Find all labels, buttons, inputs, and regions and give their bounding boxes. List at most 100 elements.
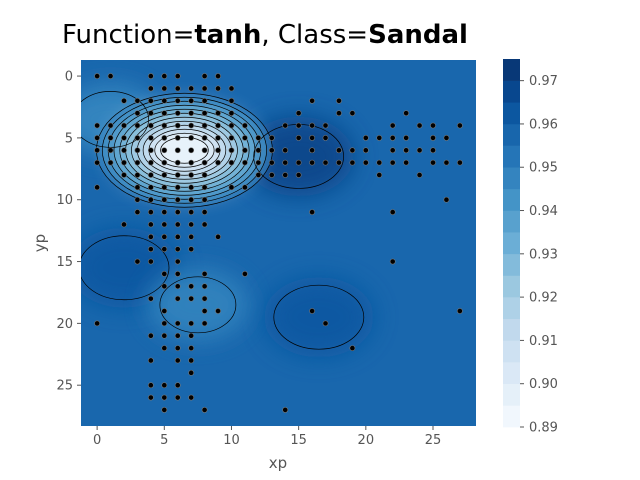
colorbar-band: [503, 318, 520, 341]
scatter-point: [201, 110, 208, 117]
field-region: [147, 269, 248, 340]
scatter-point: [242, 122, 248, 129]
colorbar-band: [503, 123, 520, 146]
scatter-point: [242, 147, 248, 154]
scatter-point: [242, 271, 248, 277]
scatter-point: [309, 97, 315, 104]
scatter-point: [456, 159, 463, 166]
scatter-point: [107, 122, 114, 129]
scatter-point: [161, 308, 168, 314]
x-axis-label: xp: [269, 454, 287, 472]
scatter-point: [188, 233, 195, 240]
scatter-point: [107, 159, 114, 166]
scatter-point: [322, 320, 329, 327]
scatter-point: [215, 147, 221, 154]
scatter-point: [147, 332, 154, 339]
y-tick-label: 10: [56, 193, 73, 208]
y-tick-label: 25: [56, 379, 73, 394]
colorbar-band: [503, 297, 520, 320]
colorbar-band: [503, 210, 520, 233]
scatter-point: [309, 134, 315, 141]
scatter-point: [174, 172, 181, 178]
title-prefix: Function=: [62, 20, 195, 50]
scatter-point: [188, 184, 195, 191]
scatter-point: [268, 147, 275, 154]
scatter-point: [228, 134, 235, 141]
scatter-point: [309, 308, 315, 314]
scatter-point: [188, 369, 195, 376]
scatter-point: [147, 184, 154, 191]
scatter-point: [416, 147, 423, 154]
scatter-point: [94, 159, 101, 166]
scatter-point: [174, 345, 181, 352]
scatter-point: [322, 159, 329, 166]
scatter-point: [228, 122, 235, 129]
scatter-point: [215, 159, 221, 166]
scatter-point: [161, 159, 168, 166]
scatter-point: [147, 97, 154, 104]
scatter-point: [147, 394, 154, 401]
scatter-point: [389, 258, 396, 265]
plot-area: [81, 60, 476, 426]
scatter-point: [147, 382, 154, 389]
scatter-point: [416, 172, 423, 178]
scatter-point: [389, 209, 396, 215]
scatter-point: [188, 320, 195, 327]
colorbar-band: [503, 188, 520, 211]
scatter-point: [349, 159, 356, 166]
scatter-point: [134, 209, 141, 215]
scatter-point: [188, 122, 195, 129]
scatter-point: [201, 308, 208, 314]
scatter-point: [174, 332, 181, 339]
scatter-point: [201, 209, 208, 215]
scatter-point: [201, 134, 208, 141]
scatter-point: [188, 196, 195, 203]
scatter-point: [215, 233, 221, 240]
scatter-point: [161, 85, 168, 92]
scatter-point: [201, 73, 208, 79]
scatter-point: [309, 122, 315, 129]
scatter-point: [161, 407, 168, 413]
scatter-point: [161, 73, 168, 79]
scatter-point: [282, 159, 289, 166]
title-middle: , Class=: [261, 20, 369, 50]
scatter-point: [147, 258, 154, 265]
scatter-point: [215, 73, 221, 79]
scatter-point: [147, 110, 154, 117]
scatter-point: [201, 147, 208, 154]
scatter-point: [201, 221, 208, 228]
scatter-point: [430, 159, 436, 166]
scatter-point: [161, 382, 168, 389]
scatter-point: [242, 134, 248, 141]
scatter-point: [174, 357, 181, 364]
scatter-point: [134, 172, 141, 178]
contour-line: [159, 276, 237, 334]
scatter-point: [147, 295, 154, 302]
scatter-point: [349, 147, 356, 154]
scatter-point: [161, 233, 168, 240]
scatter-point: [134, 110, 141, 117]
scatter-point: [389, 147, 396, 154]
scatter-point: [174, 221, 181, 228]
scatter-point: [336, 110, 342, 117]
contour-line: [81, 91, 149, 148]
scatter-point: [255, 172, 262, 178]
scatter-point: [349, 345, 356, 352]
scatter-point: [282, 407, 289, 413]
scatter-point: [215, 110, 221, 117]
x-tick-label: 15: [290, 433, 307, 448]
scatter-point: [188, 209, 195, 215]
contour-line: [81, 235, 170, 301]
scatter-point: [201, 295, 208, 302]
scatter-point: [174, 233, 181, 240]
x-tick-label: 5: [160, 433, 168, 448]
scatter-point: [121, 97, 127, 104]
y-tick-label: 15: [56, 255, 73, 270]
scatter-point: [188, 357, 195, 364]
colorbar-band: [503, 405, 520, 428]
scatter-point: [188, 159, 195, 166]
scatter-point: [403, 134, 410, 141]
scatter-point: [107, 73, 114, 79]
scatter-point: [188, 283, 195, 290]
